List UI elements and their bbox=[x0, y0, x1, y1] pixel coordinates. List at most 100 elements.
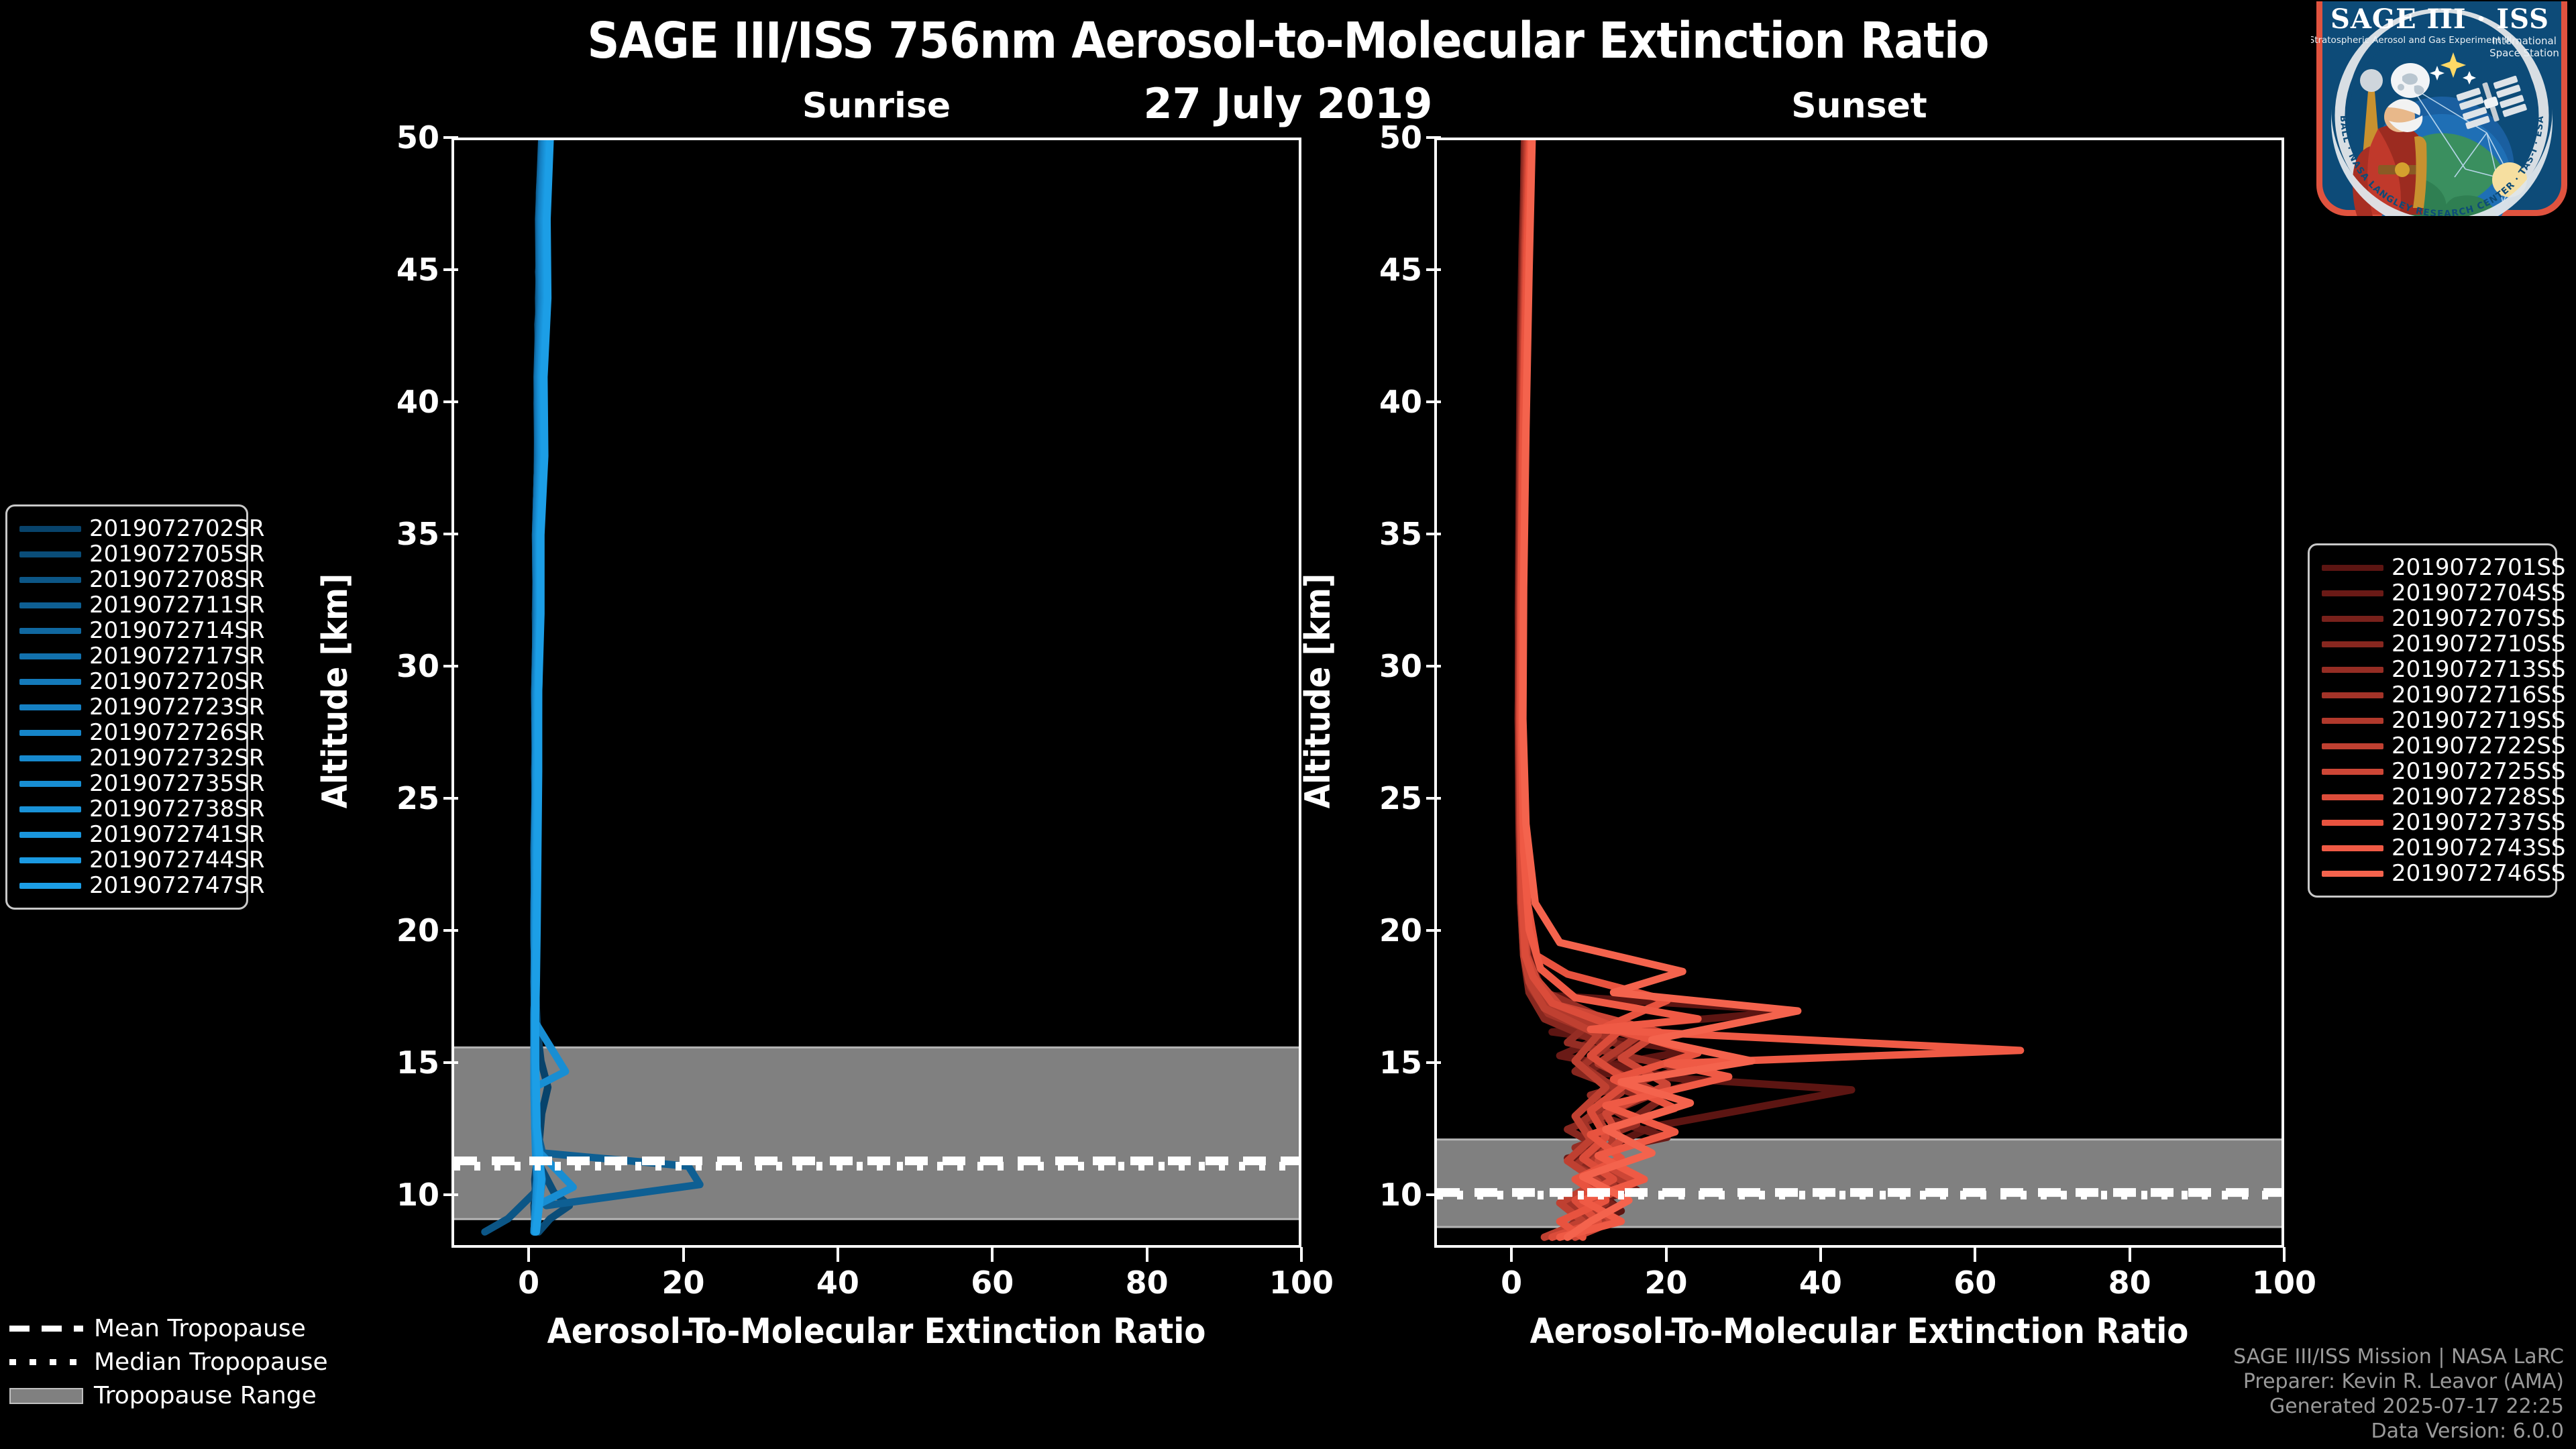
legend-item[interactable]: 2019072716SS bbox=[2322, 682, 2565, 708]
y-tick-label: 50 bbox=[396, 119, 439, 156]
y-tick-label: 20 bbox=[396, 912, 439, 949]
legend-series-label: 2019072726SR bbox=[89, 719, 265, 746]
legend-color-swatch bbox=[2322, 743, 2383, 749]
legend-item[interactable]: 2019072714SR bbox=[19, 617, 265, 644]
legend-label-median: Median Tropopause bbox=[94, 1348, 328, 1376]
legend-item[interactable]: 2019072707SS bbox=[2322, 605, 2565, 632]
x-tick-mark bbox=[1145, 1247, 1148, 1262]
date-subtitle: 27 July 2019 bbox=[1143, 79, 1433, 128]
legend-color-swatch bbox=[2322, 641, 2383, 647]
legend-item[interactable]: 2019072713SS bbox=[2322, 656, 2565, 683]
sunset-x-axis: 0 20 40 60 80 100 bbox=[1434, 1247, 2316, 1311]
legend-item[interactable]: 2019072717SR bbox=[19, 643, 265, 669]
x-tick-mark bbox=[1819, 1247, 1822, 1262]
sunset-y-axis: 10 15 20 25 30 35 40 45 50 bbox=[1342, 119, 1441, 1248]
y-tick-mark bbox=[443, 268, 458, 272]
dotted-line-icon bbox=[9, 1353, 83, 1371]
x-tick-label: 20 bbox=[661, 1265, 705, 1301]
y-tick-label: 45 bbox=[1379, 252, 1422, 288]
legend-color-swatch bbox=[19, 602, 81, 608]
x-tick-mark bbox=[527, 1247, 531, 1262]
legend-series-label: 2019072717SR bbox=[89, 643, 265, 669]
legend-series-label: 2019072705SR bbox=[89, 541, 265, 568]
y-tick-mark bbox=[1426, 665, 1441, 668]
legend-color-swatch bbox=[2322, 615, 2383, 622]
legend-series-label: 2019072704SS bbox=[2392, 580, 2566, 606]
dashed-line-icon bbox=[9, 1320, 83, 1337]
legend-item[interactable]: 2019072726SR bbox=[19, 719, 265, 746]
y-tick-mark bbox=[443, 533, 458, 536]
tropopause-range-band bbox=[1437, 1140, 2282, 1227]
y-tick-label: 20 bbox=[1379, 912, 1422, 949]
legend-item[interactable]: 2019072710SS bbox=[2322, 631, 2565, 657]
legend-item[interactable]: 2019072728SS bbox=[2322, 784, 2565, 810]
legend-item-median-tropopause: Median Tropopause bbox=[9, 1345, 358, 1379]
legend-item[interactable]: 2019072722SS bbox=[2322, 733, 2565, 759]
legend-item[interactable]: 2019072720SR bbox=[19, 668, 265, 695]
sunrise-panel-title: Sunrise bbox=[802, 86, 951, 126]
legend-color-swatch bbox=[19, 678, 81, 685]
legend-item[interactable]: 2019072732SR bbox=[19, 745, 265, 771]
profile-line bbox=[1519, 140, 1802, 1241]
x-tick-mark bbox=[682, 1247, 685, 1262]
y-tick-label: 45 bbox=[396, 252, 439, 288]
legend-color-swatch bbox=[19, 576, 81, 583]
legend-item[interactable]: 2019072702SR bbox=[19, 515, 265, 542]
legend-series-label: 2019072735SR bbox=[89, 770, 265, 797]
y-tick-label: 35 bbox=[1379, 516, 1422, 553]
footer-credits: SAGE III/ISS Mission | NASA LaRC Prepare… bbox=[2233, 1344, 2564, 1444]
legend-item[interactable]: 2019072708SR bbox=[19, 566, 265, 593]
x-tick-mark bbox=[2283, 1247, 2286, 1262]
legend-series-label: 2019072702SR bbox=[89, 515, 265, 542]
legend-item[interactable]: 2019072737SS bbox=[2322, 809, 2565, 836]
legend-label-mean: Mean Tropopause bbox=[94, 1314, 306, 1342]
page-title: SAGE III/ISS 756nm Aerosol-to-Molecular … bbox=[587, 12, 1989, 70]
legend-item[interactable]: 2019072746SS bbox=[2322, 860, 2565, 887]
y-tick-mark bbox=[443, 929, 458, 932]
legend-item[interactable]: 2019072705SR bbox=[19, 541, 265, 568]
y-tick-label: 25 bbox=[1379, 780, 1422, 817]
legend-item[interactable]: 2019072704SS bbox=[2322, 580, 2565, 606]
tropopause-range-edge bbox=[1437, 1138, 2282, 1141]
footer-data-version: Data Version: 6.0.0 bbox=[2371, 1419, 2564, 1443]
legend-item[interactable]: 2019072741SR bbox=[19, 821, 265, 848]
x-tick-label: 40 bbox=[816, 1265, 859, 1301]
legend-series-label: 2019072723SR bbox=[89, 694, 265, 720]
legend-item[interactable]: 2019072725SS bbox=[2322, 758, 2565, 785]
legend-series-label: 2019072714SR bbox=[89, 617, 265, 644]
y-tick-label: 30 bbox=[396, 648, 439, 685]
y-tick-label: 50 bbox=[1379, 119, 1422, 156]
legend-item[interactable]: 2019072701SS bbox=[2322, 554, 2565, 581]
legend-series-label: 2019072719SS bbox=[2392, 707, 2566, 734]
legend-item[interactable]: 2019072719SS bbox=[2322, 707, 2565, 734]
y-tick-label: 10 bbox=[1379, 1177, 1422, 1214]
y-tick-mark bbox=[1426, 929, 1441, 932]
y-tick-mark bbox=[443, 665, 458, 668]
y-tick-mark bbox=[1426, 533, 1441, 536]
legend-item[interactable]: 2019072744SR bbox=[19, 847, 265, 873]
sunrise-legend: 2019072702SR 2019072705SR 2019072708SR 2019… bbox=[5, 504, 265, 910]
legend-item[interactable]: 2019072723SR bbox=[19, 694, 265, 720]
tropopause-range-edge bbox=[454, 1046, 1299, 1049]
legend-series-label: 2019072725SS bbox=[2392, 758, 2566, 785]
legend-series-label: 2019072713SS bbox=[2392, 656, 2566, 683]
legend-item-tropopause-range: Tropopause Range bbox=[9, 1379, 358, 1412]
legend-item[interactable]: 2019072743SS bbox=[2322, 835, 2565, 861]
legend-item[interactable]: 2019072747SR bbox=[19, 872, 265, 899]
y-tick-mark bbox=[443, 136, 458, 139]
legend-item[interactable]: 2019072738SR bbox=[19, 796, 265, 822]
tropopause-range-edge bbox=[1437, 1226, 2282, 1228]
y-tick-mark bbox=[1426, 1193, 1441, 1197]
legend-item[interactable]: 2019072735SR bbox=[19, 770, 265, 797]
legend-color-swatch bbox=[19, 882, 81, 889]
legend-series-label: 2019072711SR bbox=[89, 592, 265, 619]
legend-color-swatch bbox=[19, 729, 81, 736]
sunset-legend: 2019072701SS 2019072704SS 2019072707SS 2019… bbox=[2308, 543, 2565, 898]
legend-item[interactable]: 2019072711SR bbox=[19, 592, 265, 619]
legend-color-swatch bbox=[2322, 564, 2383, 571]
patch-subtitle: Stratospheric Aerosol and Gas Experiment… bbox=[2311, 35, 2512, 46]
footer-mission: SAGE III/ISS Mission | NASA LaRC bbox=[2233, 1345, 2564, 1368]
legend-color-swatch bbox=[19, 627, 81, 634]
y-tick-label: 15 bbox=[396, 1044, 439, 1081]
y-tick-mark bbox=[1426, 136, 1441, 139]
